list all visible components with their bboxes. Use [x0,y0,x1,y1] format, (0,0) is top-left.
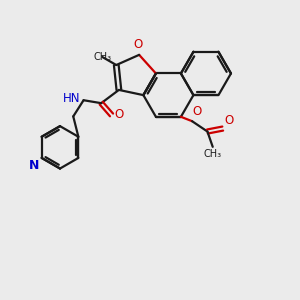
Text: O: O [114,108,123,122]
Text: N: N [29,159,39,172]
Text: CH₃: CH₃ [93,52,111,62]
Text: O: O [193,105,202,118]
Text: CH₃: CH₃ [204,149,222,159]
Text: O: O [224,114,233,127]
Text: O: O [133,38,142,51]
Text: HN: HN [63,92,81,105]
